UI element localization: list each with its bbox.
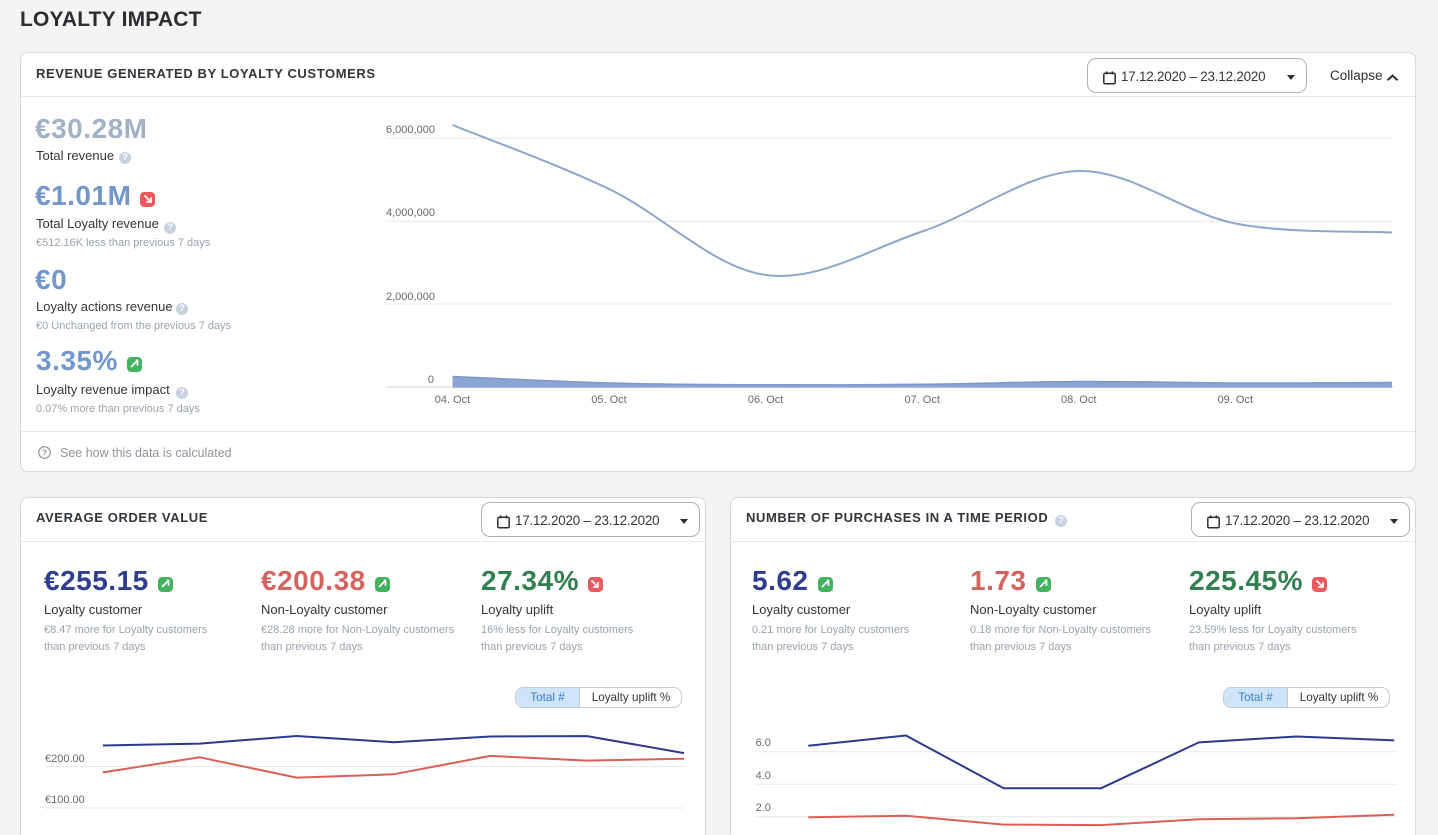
- svg-text:?: ?: [42, 447, 47, 457]
